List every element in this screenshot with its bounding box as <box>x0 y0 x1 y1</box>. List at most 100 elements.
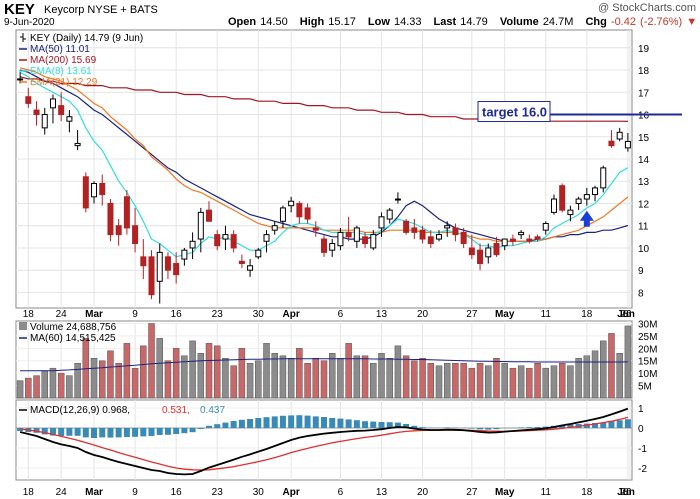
volume-bar <box>230 365 237 399</box>
candle-body <box>247 265 254 271</box>
candle-body <box>550 198 557 213</box>
x-tick-label: 13 <box>376 487 388 498</box>
volume-bar <box>222 358 229 399</box>
candle-body <box>460 231 467 245</box>
volume-bar <box>501 362 508 399</box>
candle-body <box>173 263 180 276</box>
volume-tick-label: 10M <box>638 369 657 380</box>
stat-last-value: 14.79 <box>460 16 488 28</box>
x-tick-label: 6 <box>338 309 344 320</box>
candle-body <box>353 227 360 242</box>
candle-body <box>181 249 188 260</box>
candle-body <box>534 236 541 240</box>
volume-bar <box>328 353 336 399</box>
volume-bar <box>312 358 320 399</box>
macd-histogram-bar <box>263 417 270 428</box>
volume-bar <box>123 343 131 399</box>
x-tick-label: 16 <box>171 309 183 320</box>
candle-body <box>452 227 459 236</box>
candle-body <box>230 234 237 249</box>
volume-bar <box>476 362 484 399</box>
macd-histogram-bar <box>567 424 574 428</box>
candle-body <box>123 196 130 229</box>
candle-body <box>493 243 500 256</box>
candle-body <box>501 238 508 247</box>
macd-histogram-bar <box>345 419 352 428</box>
stat-open-label: Open <box>228 16 257 28</box>
stat-high-value: 15.17 <box>328 16 356 28</box>
macd-histogram-bar <box>559 425 566 428</box>
volume-bar <box>567 365 574 399</box>
volume-bar <box>345 343 352 399</box>
macd-histogram-bar <box>312 416 319 428</box>
macd-legend-signal: 0.531, <box>162 405 190 416</box>
candle-body <box>148 256 155 296</box>
candle-body <box>41 114 48 129</box>
macd-histogram-bar <box>82 428 89 438</box>
volume-bar <box>583 355 591 399</box>
macd-histogram-bar <box>304 415 311 428</box>
price-tick-label: 18 <box>638 66 650 77</box>
candle-body <box>370 234 377 249</box>
candle-body <box>616 131 623 140</box>
macd-histogram-bar <box>255 418 262 428</box>
volume-bar <box>370 362 377 399</box>
volume-bar <box>608 333 615 399</box>
volume-bar <box>156 338 163 399</box>
macd-tick-label: 1 <box>638 404 644 415</box>
price-legend-entry: MA(200) 15.69 <box>30 55 97 66</box>
macd-histogram-bar <box>189 428 196 433</box>
volume-bar <box>74 362 81 399</box>
macd-histogram-bar <box>123 428 130 437</box>
macd-panel <box>15 399 633 481</box>
macd-histogram-bar <box>41 428 48 435</box>
candle-body <box>509 238 516 242</box>
volume-ma60-line <box>20 358 628 372</box>
candle-body <box>33 109 40 116</box>
volume-bar <box>271 353 278 399</box>
macd-histogram-bar <box>337 418 344 428</box>
macd-histogram-bar <box>321 417 327 428</box>
macd-histogram-bar <box>624 419 631 428</box>
macd-histogram-bar <box>386 422 393 428</box>
macd-histogram-bar <box>534 427 541 428</box>
stat-low-value: 14.33 <box>393 16 422 28</box>
candle-body <box>58 105 65 116</box>
volume-bar <box>279 355 287 399</box>
stat-open-value: 14.50 <box>260 16 288 28</box>
macd-histogram-bar <box>91 428 98 438</box>
volume-tick-label: 20M <box>638 344 657 355</box>
x-tick-label: 9 <box>132 309 138 320</box>
volume-bar <box>600 340 607 399</box>
macd-histogram-bar <box>403 424 410 428</box>
macd-histogram-bar <box>107 428 114 438</box>
volume-bar <box>189 340 196 399</box>
target-label: target 16.0 <box>482 105 547 120</box>
x-tick-label: 8 <box>623 487 629 498</box>
candle-body <box>477 249 484 265</box>
macd-histogram-bar <box>164 428 171 435</box>
candle-body <box>74 142 81 147</box>
price-legend-entry: EMA(21) 12.29 <box>30 77 98 88</box>
volume-tick-label: 5M <box>638 382 652 393</box>
macd-tick-label: -1 <box>638 444 647 455</box>
x-tick-label: 23 <box>212 309 224 320</box>
volume-bar <box>534 362 541 399</box>
candle-body <box>91 182 98 198</box>
volume-bar <box>542 367 550 399</box>
macd-histogram-bar <box>247 419 254 428</box>
volume-legend-entry: Volume 24,688,756 <box>30 322 117 333</box>
volume-bar <box>509 367 517 399</box>
x-tick-label: 11 <box>541 487 552 498</box>
macd-tick-label: -2 <box>638 464 647 475</box>
volume-bar <box>550 365 558 399</box>
candle-body <box>526 238 533 242</box>
price-tick-label: 10 <box>638 244 650 255</box>
x-tick-label: 23 <box>212 487 224 498</box>
macd-legend-hist: 0.437 <box>200 405 225 416</box>
macd-histogram-bar <box>181 428 188 434</box>
volume-bar <box>238 348 246 399</box>
ticker-symbol: KEY <box>4 1 35 18</box>
candle-body <box>575 198 582 204</box>
x-tick-label: 30 <box>253 487 265 498</box>
